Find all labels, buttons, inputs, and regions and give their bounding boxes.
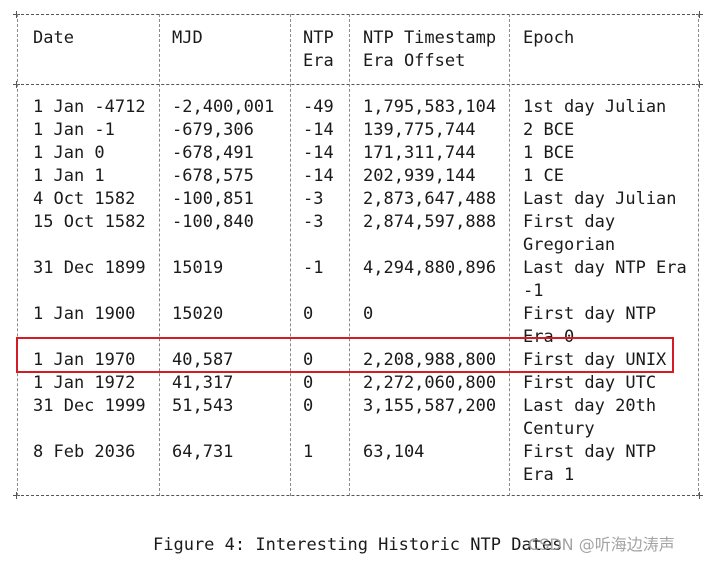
junction-right <box>696 81 703 88</box>
cell-offset: 2,272,060,800 <box>363 373 497 393</box>
cell-epoch: First day NTP <box>523 304 657 324</box>
cell-offset: 202,939,144 <box>363 166 476 186</box>
cell-date: 31 Dec 1999 <box>33 396 146 416</box>
cell-era: -14 <box>303 166 334 186</box>
cell-date: 1 Jan 1900 <box>33 304 136 324</box>
cell-mjd: -2,400,001 <box>172 97 275 117</box>
header-separator-rule <box>16 84 700 85</box>
cell-epoch: First day UNIX <box>523 350 667 370</box>
cell-era: 0 <box>303 304 314 324</box>
cell-mjd: -100,840 <box>172 212 254 232</box>
column-header: Date <box>33 28 74 48</box>
cell-era: -14 <box>303 120 334 140</box>
cell-epoch: Gregorian <box>523 235 616 255</box>
cell-offset: 139,775,744 <box>363 120 476 140</box>
junction-left <box>13 81 20 88</box>
cell-offset: 2,874,597,888 <box>363 212 497 232</box>
cell-epoch: Last day 20th <box>523 396 657 416</box>
cell-mjd: -100,851 <box>172 189 254 209</box>
column-separator <box>349 14 350 496</box>
column-separator <box>698 14 699 496</box>
cell-date: 1 Jan 1 <box>33 166 105 186</box>
cell-epoch: 1 BCE <box>523 143 575 163</box>
corner-top-left <box>13 11 20 18</box>
column-header: Era <box>303 51 334 71</box>
cell-era: -3 <box>303 212 324 232</box>
cell-offset: 2,208,988,800 <box>363 350 497 370</box>
cell-epoch: Era 1 <box>523 465 575 485</box>
cell-mjd: -678,575 <box>172 166 254 186</box>
cell-era: 0 <box>303 373 314 393</box>
cell-era: 1 <box>303 442 314 462</box>
column-separator <box>509 14 510 496</box>
cell-offset: 0 <box>363 304 374 324</box>
cell-date: 31 Dec 1899 <box>33 258 146 278</box>
table-bottom-rule <box>16 495 700 496</box>
cell-date: 1 Jan 1970 <box>33 350 136 370</box>
cell-offset: 171,311,744 <box>363 143 476 163</box>
cell-mjd: -679,306 <box>172 120 254 140</box>
cell-epoch: First day UTC <box>523 373 657 393</box>
corner-top-right <box>696 11 703 18</box>
figure-caption: Figure 4: Interesting Historic NTP Dates <box>153 535 563 555</box>
cell-epoch: -1 <box>523 281 544 301</box>
cell-offset: 4,294,880,896 <box>363 258 497 278</box>
table-top-rule <box>16 14 700 15</box>
corner-bottom-right <box>696 492 703 499</box>
column-separator <box>159 14 160 496</box>
column-header: Era Offset <box>363 51 466 71</box>
cell-epoch: Last day NTP Era <box>523 258 687 278</box>
cell-mjd: -678,491 <box>172 143 254 163</box>
column-header: NTP Timestamp <box>363 28 497 48</box>
cell-date: 15 Oct 1582 <box>33 212 146 232</box>
cell-era: -14 <box>303 143 334 163</box>
cell-era: -3 <box>303 189 324 209</box>
cell-era: 0 <box>303 350 314 370</box>
cell-epoch: Last day Julian <box>523 189 677 209</box>
cell-date: 4 Oct 1582 <box>33 189 136 209</box>
cell-offset: 3,155,587,200 <box>363 396 497 416</box>
cell-offset: 1,795,583,104 <box>363 97 497 117</box>
column-header: NTP <box>303 28 334 48</box>
cell-epoch: First day NTP <box>523 442 657 462</box>
cell-era: -49 <box>303 97 334 117</box>
cell-offset: 63,104 <box>363 442 425 462</box>
cell-mjd: 15019 <box>172 258 224 278</box>
cell-mjd: 40,587 <box>172 350 234 370</box>
cell-era: -1 <box>303 258 324 278</box>
cell-mjd: 51,543 <box>172 396 234 416</box>
watermark: CSDN @听海边涛声 <box>528 535 675 554</box>
cell-date: 1 Jan -1 <box>33 120 115 140</box>
cell-mjd: 15020 <box>172 304 224 324</box>
cell-epoch: 1st day Julian <box>523 97 667 117</box>
cell-epoch: 2 BCE <box>523 120 575 140</box>
cell-era: 0 <box>303 396 314 416</box>
column-separator <box>290 14 291 496</box>
cell-date: 1 Jan 0 <box>33 143 105 163</box>
cell-mjd: 41,317 <box>172 373 234 393</box>
cell-date: 1 Jan -4712 <box>33 97 146 117</box>
cell-date: 8 Feb 2036 <box>33 442 136 462</box>
column-separator <box>17 14 18 496</box>
column-header: MJD <box>172 28 203 48</box>
cell-offset: 2,873,647,488 <box>363 189 497 209</box>
cell-epoch: First day <box>523 212 616 232</box>
corner-bottom-left <box>13 492 20 499</box>
cell-mjd: 64,731 <box>172 442 234 462</box>
highlight-box-unix-row <box>16 337 674 373</box>
cell-epoch: Century <box>523 419 595 439</box>
column-header: Epoch <box>523 28 575 48</box>
cell-date: 1 Jan 1972 <box>33 373 136 393</box>
cell-epoch: 1 CE <box>523 166 564 186</box>
